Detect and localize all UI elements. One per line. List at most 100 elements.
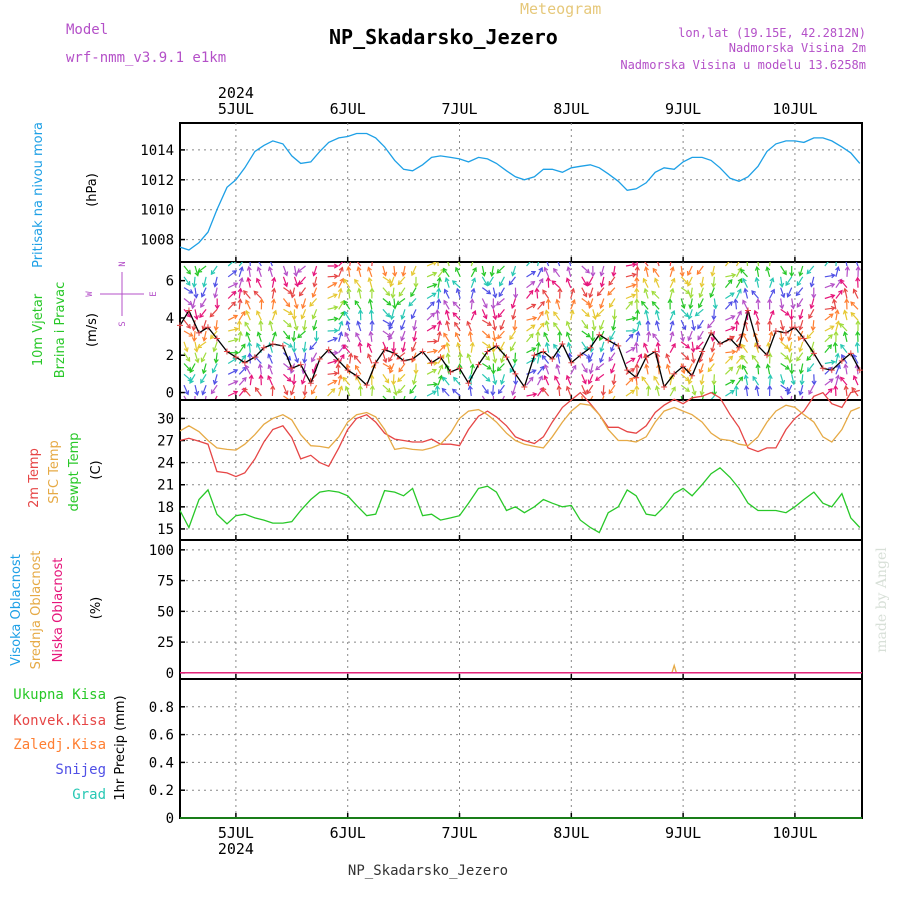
wind-arrow bbox=[647, 385, 650, 397]
wind-arrow bbox=[382, 373, 390, 383]
wind-arrow-head bbox=[634, 265, 640, 271]
wind-arrow-head bbox=[210, 389, 216, 395]
wind-arrow-head bbox=[633, 341, 640, 347]
wind-arrow-head bbox=[555, 257, 559, 261]
wind-arrow bbox=[354, 279, 362, 289]
wind-arrow-head bbox=[490, 304, 496, 310]
credit-label: made by Angel bbox=[874, 547, 890, 653]
wind-speed-point bbox=[605, 337, 612, 344]
wind-arrow bbox=[413, 320, 417, 331]
wind-arrow bbox=[357, 321, 362, 332]
wind-arrow bbox=[769, 278, 774, 288]
wind-arrow bbox=[409, 384, 417, 394]
wind-arrow bbox=[724, 366, 733, 375]
wind-arrow-head bbox=[436, 256, 440, 260]
wind-arrow bbox=[536, 288, 539, 299]
sfc_temp-line bbox=[179, 403, 861, 451]
wind-arrow bbox=[393, 385, 397, 396]
wind-arrow bbox=[595, 373, 605, 381]
wind-arrow-head bbox=[444, 309, 450, 315]
wind-arrow-head bbox=[451, 388, 457, 394]
wind-arrow bbox=[481, 265, 485, 276]
wind-arrow-head bbox=[643, 352, 649, 359]
wind-arrow-head bbox=[285, 334, 291, 340]
wind-arrow-head bbox=[631, 293, 637, 299]
wind-arrow bbox=[537, 301, 545, 310]
wind-arrow bbox=[835, 290, 843, 299]
wind-arrow bbox=[780, 308, 790, 316]
wind-speed-point bbox=[251, 354, 258, 361]
wind-arrow-head bbox=[455, 287, 461, 293]
wind-arrow-head bbox=[443, 332, 448, 338]
wind-arrow-head bbox=[538, 278, 544, 284]
wind-arrow-head bbox=[430, 312, 436, 318]
wind-arrow bbox=[835, 375, 839, 386]
wind-arrow bbox=[568, 262, 572, 267]
wind-arrow bbox=[581, 341, 588, 351]
wind-arrow bbox=[470, 299, 473, 310]
wind-arrow-head bbox=[385, 312, 391, 318]
wind-arrow bbox=[367, 353, 373, 364]
wind-arrow-head bbox=[309, 301, 314, 307]
wind-arrow bbox=[657, 342, 660, 353]
wind-arrow bbox=[457, 262, 461, 267]
wind-arrow-head bbox=[332, 379, 338, 385]
wind-arrow bbox=[303, 352, 307, 363]
wind-arrow bbox=[625, 357, 635, 365]
wind-arrow-head bbox=[530, 324, 536, 330]
wind-arrow-head bbox=[453, 376, 458, 382]
wind-arrow-head bbox=[411, 380, 417, 386]
wind-arrow-head bbox=[570, 287, 576, 293]
wind-arrow bbox=[757, 364, 760, 375]
wind-arrow-head bbox=[842, 309, 848, 315]
wind-arrow-head bbox=[779, 282, 785, 288]
wind-arrow bbox=[482, 362, 492, 370]
wind-arrow-head bbox=[409, 389, 415, 395]
wind-arrow bbox=[669, 278, 675, 288]
wind-arrow-head bbox=[333, 263, 339, 269]
wind-arrow bbox=[644, 262, 649, 267]
wind-arrow bbox=[526, 358, 536, 365]
wind-arrow-head bbox=[240, 343, 246, 349]
bottom-day-label: 7JUL bbox=[441, 824, 477, 842]
wind-arrow bbox=[780, 298, 783, 309]
wind-arrow-head bbox=[645, 319, 651, 325]
wind-arrow-head bbox=[609, 368, 615, 374]
wind-arrow-head bbox=[733, 384, 739, 390]
wind-arrow-head bbox=[442, 376, 447, 382]
wind-arrow-head bbox=[830, 282, 836, 288]
wind-arrow bbox=[845, 385, 848, 397]
wind-arrow-head bbox=[499, 325, 505, 331]
wind-arrow bbox=[680, 395, 683, 400]
wind-arrow bbox=[210, 265, 218, 275]
wind-arrow-head bbox=[454, 266, 460, 272]
wind-arrow-head bbox=[566, 266, 572, 272]
wind-arrow bbox=[426, 272, 437, 278]
wind-arrow-head bbox=[557, 287, 563, 293]
wind-arrow bbox=[282, 276, 288, 287]
wind-arrow-head bbox=[795, 291, 801, 297]
wind-arrow bbox=[283, 341, 293, 348]
wind-arrow bbox=[780, 395, 784, 400]
wind-arrow-head bbox=[199, 313, 204, 319]
wind-arrow-head bbox=[543, 363, 549, 369]
wind-arrow-head bbox=[213, 293, 219, 299]
wind-arrow bbox=[769, 331, 773, 342]
wind-arrow bbox=[283, 308, 293, 315]
wind-arrow-head bbox=[241, 376, 247, 382]
wind-arrow-head bbox=[357, 341, 363, 347]
wind-arrow bbox=[669, 321, 674, 332]
wind-arrow-head bbox=[454, 321, 459, 327]
wind-arrow-head bbox=[367, 266, 372, 272]
wind-arrow bbox=[845, 262, 848, 267]
wind-arrow bbox=[680, 319, 686, 330]
wind-arrow-head bbox=[271, 276, 277, 282]
wind-arrow-head bbox=[343, 310, 349, 316]
wind-arrow-head bbox=[787, 358, 794, 364]
wind-arrow bbox=[757, 299, 760, 310]
wind-arrow-head bbox=[810, 326, 816, 332]
wind-arrow-head bbox=[271, 287, 277, 293]
wind-arrow-head bbox=[497, 313, 503, 319]
wind-arrow-head bbox=[646, 330, 652, 336]
wind-arrow bbox=[491, 265, 494, 276]
